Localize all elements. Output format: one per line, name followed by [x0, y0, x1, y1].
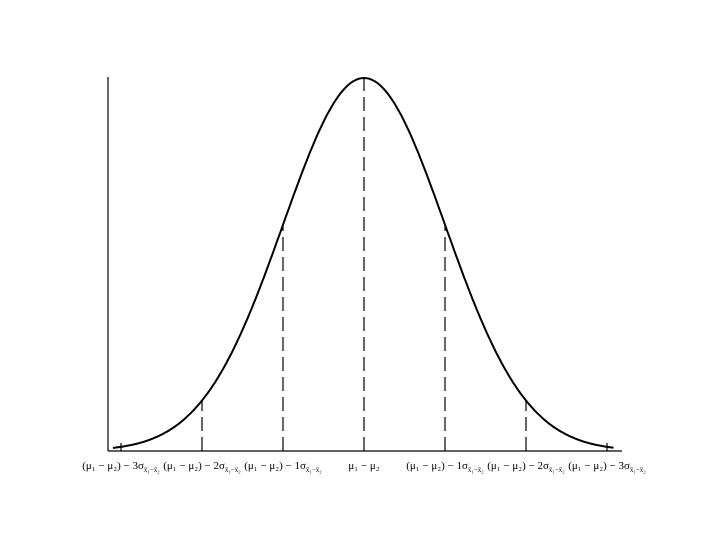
tick-label: (μ₁ − μ₂) − 1σx̄₁−x̄₂ — [244, 460, 322, 474]
tick-label: (μ₁ − μ₂) − 2σx̄₁−x̄₂ — [487, 460, 565, 474]
label-main: (μ₁ − μ₂) − 2σ — [163, 460, 225, 472]
label-sub: x̄₁−x̄₂ — [468, 466, 485, 474]
tick-label: (μ₁ − μ₂) − 2σx̄₁−x̄₂ — [163, 460, 241, 474]
tick-label: (μ₁ − μ₂) − 3σx̄₁−x̄₂ — [82, 460, 160, 474]
label-main: (μ₁ − μ₂) − 1σ — [244, 460, 306, 472]
label-main: (μ₁ − μ₂) − 1σ — [406, 460, 468, 472]
label-sub: x̄₁−x̄₂ — [225, 466, 242, 474]
tick-label: μ₁ − μ₂ — [348, 460, 379, 472]
label-main: (μ₁ − μ₂) − 2σ — [487, 460, 549, 472]
tick-label: (μ₁ − μ₂) − 1σx̄₁−x̄₂ — [406, 460, 484, 474]
label-sub: x̄₁−x̄₂ — [306, 466, 323, 474]
label-main: (μ₁ − μ₂) − 3σ — [568, 460, 630, 472]
label-sub: x̄₁−x̄₂ — [630, 466, 647, 474]
normal-curve — [112, 76, 614, 449]
label-sub: x̄₁−x̄₂ — [549, 466, 566, 474]
label-main: (μ₁ − μ₂) − 3σ — [82, 460, 144, 472]
label-main: μ₁ − μ₂ — [348, 460, 379, 472]
tick-label: (μ₁ − μ₂) − 3σx̄₁−x̄₂ — [568, 460, 646, 474]
label-sub: x̄₁−x̄₂ — [144, 466, 161, 474]
